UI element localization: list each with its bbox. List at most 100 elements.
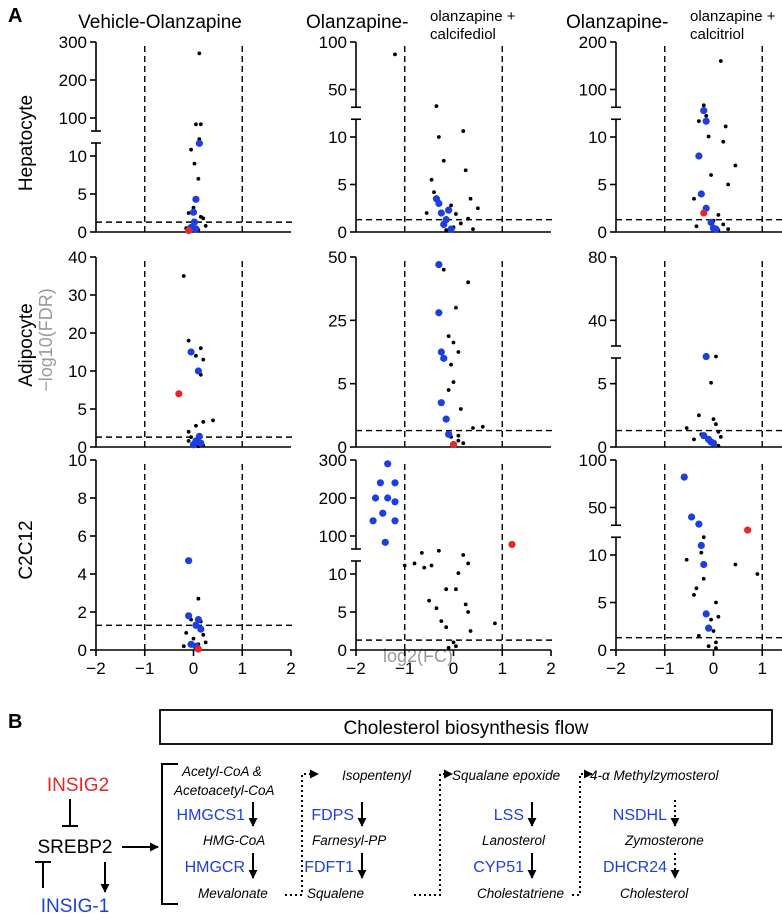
point-other: [471, 227, 475, 232]
y-tick-label: 100: [319, 527, 347, 546]
column-subtitle-2b: calcifediol: [430, 26, 496, 43]
point-pathway: [697, 190, 705, 198]
point-pathway: [192, 621, 200, 629]
point-other: [458, 407, 463, 411]
y-tick-label: 40: [588, 311, 607, 330]
point-pathway: [695, 520, 703, 528]
point-pathway: [712, 225, 720, 233]
y-tick-label: 2: [78, 603, 87, 622]
y-tick-label: 20: [68, 324, 87, 343]
x-tick-label: 2: [546, 659, 555, 678]
point-highlight: [175, 390, 183, 398]
point-other: [461, 441, 466, 446]
point-other: [461, 553, 466, 557]
point-other: [493, 621, 497, 626]
srebp2-label: SREBP2: [38, 837, 113, 858]
point-other: [709, 173, 713, 177]
y-tick-label: 0: [338, 438, 347, 457]
y-tick-label: 100: [319, 33, 347, 52]
point-other: [451, 640, 456, 645]
point-other: [696, 633, 701, 638]
point-other: [441, 158, 446, 163]
y-tick-label: 200: [59, 71, 87, 90]
point-pathway: [371, 494, 380, 502]
point-other: [441, 267, 446, 272]
point-pathway: [197, 439, 205, 447]
point-other: [192, 161, 197, 166]
point-pathway: [435, 199, 443, 208]
y-tick-label: 50: [328, 81, 347, 100]
volcano-plot-3: 0 5 10 100 200: [579, 33, 782, 242]
point-other: [718, 434, 723, 439]
point-other: [716, 614, 721, 619]
point-other: [444, 228, 449, 233]
y-tick-label: 10: [588, 128, 607, 147]
y-tick-label: 5: [598, 594, 607, 613]
point-other: [716, 429, 721, 434]
point-other: [709, 380, 713, 385]
x-tick-label: 1: [498, 659, 507, 678]
point-other: [402, 563, 407, 568]
point-pathway: [442, 415, 450, 423]
point-other: [692, 593, 696, 597]
point-other: [466, 280, 471, 285]
point-other: [475, 206, 480, 211]
point-other: [733, 163, 738, 168]
flow-substrate: Isopentenyl: [342, 768, 412, 783]
y-tick-label: 5: [338, 176, 347, 195]
y-tick-label: 8: [78, 489, 87, 508]
point-other: [716, 443, 721, 448]
point-other: [451, 340, 456, 345]
point-other: [201, 632, 206, 637]
row-label-hepatocyte: Hepatocyte: [16, 95, 37, 191]
y-axis-label: −log10(FDR): [36, 288, 56, 392]
point-other: [449, 362, 453, 367]
point-other: [456, 438, 461, 443]
point-other: [706, 644, 711, 649]
point-pathway: [702, 352, 710, 361]
point-pathway: [185, 557, 193, 565]
point-other: [704, 113, 709, 118]
y-tick-label: 5: [78, 400, 87, 419]
point-pathway: [437, 348, 445, 356]
point-pathway: [687, 513, 696, 521]
x-tick-label: −2: [86, 659, 105, 678]
column-subtitle-2a: olanzapine +: [430, 8, 516, 25]
point-other: [446, 645, 451, 650]
point-other: [186, 439, 191, 443]
point-other: [706, 134, 711, 139]
point-other: [446, 388, 451, 392]
point-other: [466, 610, 471, 614]
point-other: [198, 214, 203, 219]
point-highlight: [449, 440, 458, 449]
y-tick-label: 300: [59, 33, 87, 52]
point-other: [191, 205, 196, 210]
y-tick-label: 200: [579, 33, 607, 52]
volcano-plot-7: 0 2 4 6 8 10 −2 −1 0 1 2: [68, 451, 296, 678]
flow-group-3: Squalane epoxide LSS Lanosterol CYP51 Choles…: [452, 768, 564, 901]
point-other: [186, 338, 191, 343]
point-other: [196, 596, 201, 601]
y-tick-label: 10: [68, 147, 87, 166]
y-tick-label: 10: [328, 565, 347, 584]
flow-intermediate: HMG-CoA: [203, 833, 265, 848]
point-other: [184, 631, 189, 635]
point-other: [429, 177, 434, 182]
point-other: [434, 104, 439, 109]
point-other: [466, 216, 471, 221]
point-pathway: [384, 460, 392, 468]
point-other: [696, 413, 701, 418]
point-pathway: [379, 509, 387, 517]
point-other: [456, 433, 461, 438]
point-pathway: [187, 348, 195, 356]
point-other: [393, 52, 397, 57]
flow-connector: [285, 769, 319, 896]
point-pathway: [437, 399, 445, 407]
point-pathway: [700, 107, 708, 115]
point-other: [427, 598, 432, 603]
y-tick-label: 30: [68, 286, 87, 305]
point-other: [436, 548, 441, 553]
point-pathway: [384, 494, 392, 502]
point-other: [755, 572, 760, 576]
panel-b-label: B: [8, 711, 22, 733]
